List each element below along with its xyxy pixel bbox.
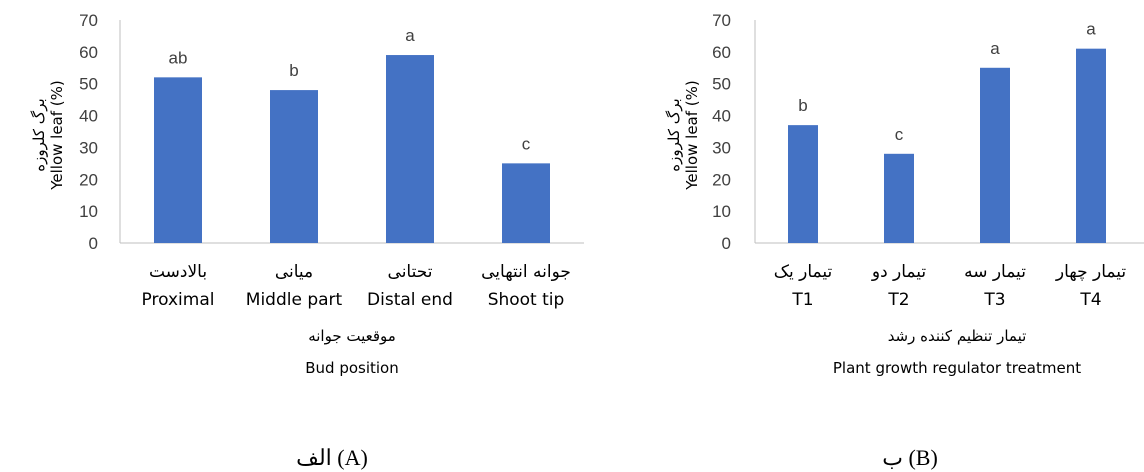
bar-significance-label: c	[895, 125, 904, 144]
chart-b: 0 10 20 30 40 50 60 70 برگ کلروزه Yellow leaf (%)…	[665, 11, 1144, 470]
bar-significance-label: b	[798, 96, 807, 115]
bar	[502, 163, 550, 243]
x-category-label: Proximal	[142, 290, 215, 310]
bar	[788, 125, 818, 243]
x-category-label: T3	[983, 290, 1005, 310]
y-tick-label: 30	[79, 138, 98, 157]
x-category-label: Middle part	[246, 290, 343, 310]
y-axis-label: Yellow leaf (%)	[683, 80, 701, 191]
x-category-label: T2	[887, 290, 909, 310]
x-category-label: Shoot tip	[488, 290, 565, 310]
y-tick-label: 50	[712, 75, 731, 94]
panel-caption: الف (A)	[296, 445, 368, 470]
bar	[270, 90, 318, 243]
x-category-label-fa: بالادست	[149, 262, 207, 282]
x-category-label-fa: میانی	[275, 262, 313, 282]
y-tick-label: 50	[79, 75, 98, 94]
y-tick-label: 70	[712, 11, 731, 30]
bar-significance-label: ab	[169, 48, 188, 67]
x-category-label: Distal end	[367, 290, 453, 310]
x-category-label: T1	[791, 290, 813, 310]
x-category-label-fa: تحتانی	[388, 262, 433, 282]
y-axis-label: Yellow leaf (%)	[48, 80, 66, 191]
x-category-label-fa: تیمار سه	[964, 262, 1026, 282]
x-axis-label-fa: موقعیت جوانه	[308, 327, 396, 345]
bar-significance-label: c	[522, 134, 531, 153]
panel-caption: ب (B)	[882, 445, 938, 470]
x-category-label-fa: جوانه انتهایی	[481, 262, 571, 282]
bar-significance-label: a	[405, 26, 415, 45]
y-tick-label: 0	[89, 234, 98, 253]
y-tick-label: 40	[79, 107, 98, 126]
bar-significance-label: a	[990, 39, 1000, 58]
bar	[1076, 48, 1106, 243]
bar	[980, 67, 1010, 244]
bar-significance-label: a	[1086, 20, 1096, 39]
chart-a: 0 10 20 30 40 50 60 70 برگ کلروزه Yellow leaf (%)…	[30, 11, 584, 470]
x-category-label-fa: تیمار یک	[774, 262, 833, 282]
bar-significance-label: b	[289, 61, 298, 80]
x-category-label-fa: تیمار چهار	[1055, 262, 1126, 282]
x-category-label-fa: تیمار دو	[871, 262, 927, 282]
y-tick-label: 60	[79, 43, 98, 62]
bar	[386, 55, 434, 243]
y-tick-label: 40	[712, 107, 731, 126]
x-axis-label-fa: تیمار تنظیم کننده رشد	[888, 327, 1027, 345]
y-axis-label-fa: برگ کلروزه	[30, 98, 48, 171]
y-tick-label: 10	[79, 202, 98, 221]
x-axis-label: Plant growth regulator treatment	[833, 359, 1081, 377]
x-category-label: T4	[1079, 290, 1101, 310]
y-tick-label: 0	[722, 234, 731, 253]
y-tick-label: 20	[712, 170, 731, 189]
y-axis-label-fa: برگ کلروزه	[665, 98, 683, 171]
bar	[884, 153, 914, 243]
y-tick-label: 10	[712, 202, 731, 221]
x-axis-label: Bud position	[305, 359, 399, 377]
y-tick-label: 20	[79, 170, 98, 189]
y-tick-label: 30	[712, 138, 731, 157]
bar	[154, 77, 202, 243]
y-tick-label: 70	[79, 11, 98, 30]
y-tick-label: 60	[712, 43, 731, 62]
